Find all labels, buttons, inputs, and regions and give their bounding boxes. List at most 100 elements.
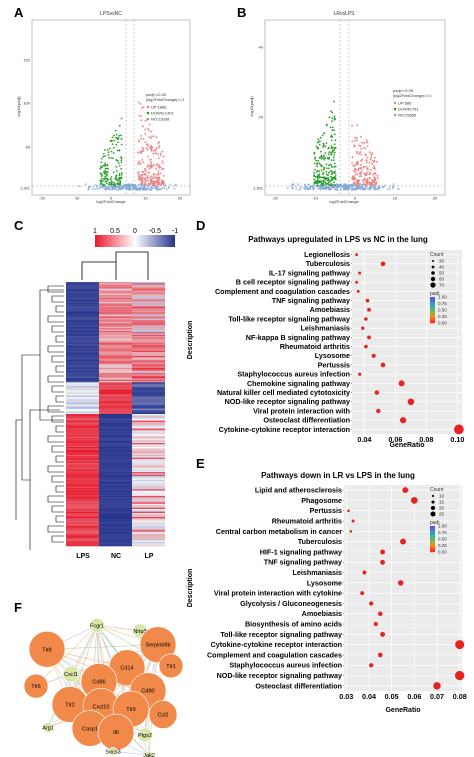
volcA-pts-point-no bbox=[137, 184, 140, 186]
heatmap-cell bbox=[132, 544, 165, 547]
network-node-label: Nlrp3 bbox=[133, 629, 146, 635]
heatmap-cell bbox=[99, 428, 132, 431]
volcB-pts-point-down bbox=[330, 159, 333, 162]
volcB-pts-point-no bbox=[307, 187, 309, 190]
volcA-pts-point-up bbox=[141, 159, 144, 161]
volcA-pts-point-no bbox=[123, 187, 126, 189]
heatmap-cell bbox=[99, 464, 132, 466]
heatmap-cell bbox=[99, 499, 132, 502]
heatmap-cell bbox=[66, 300, 99, 303]
heatmap-cell bbox=[66, 421, 99, 424]
volcB-pts-point-no bbox=[344, 186, 346, 189]
heatmap-cell bbox=[132, 305, 165, 308]
volcB-pts-point-no bbox=[297, 183, 300, 186]
heatmap-cell bbox=[132, 491, 165, 494]
heatmap-cell bbox=[132, 515, 165, 518]
heatmap-cell bbox=[132, 354, 165, 357]
dotE-category-label: Phagosome bbox=[301, 496, 342, 505]
heatmap-cell bbox=[99, 384, 132, 387]
heatmap-cell bbox=[132, 307, 165, 309]
volcB-pts-point-down bbox=[317, 138, 320, 141]
heatmap-cell bbox=[99, 396, 132, 399]
volcB-pts-point-down bbox=[331, 171, 334, 174]
volcA-pts-point-down bbox=[108, 157, 110, 159]
volcA-pts-point-up bbox=[148, 129, 150, 132]
volcA-pts-point-down bbox=[118, 164, 121, 167]
dotD-dot bbox=[364, 344, 368, 349]
heatmap-cell bbox=[66, 330, 99, 333]
volcA-pts-point-up bbox=[150, 149, 153, 152]
heatmap-cell bbox=[99, 374, 132, 377]
volcA-pts-point-up bbox=[139, 102, 142, 105]
volcA-pts-point-no bbox=[126, 184, 128, 187]
dotD-category-label: TNF signaling pathway bbox=[272, 296, 350, 305]
dotE-legend-padj-bar bbox=[430, 541, 435, 544]
dotplot-d-panel bbox=[352, 250, 462, 434]
volcA-pts-point-down bbox=[109, 178, 112, 181]
volcB-pts-point-up bbox=[351, 162, 353, 164]
heatmap-cell bbox=[99, 341, 132, 344]
heatmap-cell bbox=[66, 344, 99, 346]
volcA-pts-point-down bbox=[118, 180, 121, 182]
volcA-pts-point-up bbox=[149, 175, 152, 178]
heatmap-cell bbox=[132, 445, 165, 448]
volcA-pts-point-up bbox=[148, 136, 151, 139]
heatmap-cell bbox=[99, 532, 132, 535]
heatmap-cell bbox=[99, 433, 132, 436]
volcA-pts-point-no bbox=[150, 189, 153, 191]
dotD-category-label: Chemokine signaling pathway bbox=[247, 379, 350, 388]
heatmap-cell bbox=[99, 410, 132, 412]
heatmap-cell bbox=[132, 357, 165, 359]
volcB-pts-point-no bbox=[325, 185, 328, 188]
heatmap-cell bbox=[66, 531, 99, 534]
heatmap-cell bbox=[66, 321, 99, 324]
heatmap-cell bbox=[132, 395, 165, 398]
heatmap-cell bbox=[132, 329, 165, 332]
heatmap-cell bbox=[99, 291, 132, 293]
volcB-pts-point-down bbox=[322, 142, 325, 145]
volcA-pts-point-no bbox=[112, 185, 115, 188]
volcB-pts-point-up bbox=[367, 180, 369, 183]
volcA-pts-point-up bbox=[158, 178, 161, 180]
heatmap-cell bbox=[66, 375, 99, 378]
dotE-category-label: Cytokine-cytokine receptor interaction bbox=[211, 640, 342, 649]
heatmap-cell bbox=[66, 428, 99, 431]
volcB-pts-point-up bbox=[371, 152, 374, 154]
volcB-pts-point-up bbox=[354, 173, 357, 176]
volcB-pts-point-no bbox=[307, 183, 309, 186]
heatmap-cell bbox=[132, 383, 165, 386]
network-edge bbox=[112, 751, 150, 756]
volcA-pts-point-up bbox=[144, 167, 147, 170]
heatmap-cell bbox=[99, 377, 132, 379]
heatmap-cell bbox=[132, 493, 165, 495]
heatmap-cell bbox=[132, 296, 165, 299]
volcano-a-legend-no: NO:23938 bbox=[151, 117, 170, 122]
volcB-pts-point-down bbox=[327, 183, 329, 185]
volcB-pts-point-no bbox=[375, 188, 377, 191]
volcano-a-legend-title-2: |log2FoldChange|>=1 bbox=[146, 97, 185, 102]
volcA-pts-point-down bbox=[113, 139, 116, 142]
volcA-pts-point-down bbox=[105, 174, 108, 177]
heatmap-cell bbox=[99, 357, 132, 359]
heatmap-cell bbox=[99, 486, 132, 489]
volcB-pts-point-down bbox=[334, 162, 336, 165]
dotD-legend-padj-bar bbox=[430, 307, 435, 309]
volcB-pts-point-no bbox=[309, 188, 312, 190]
dotE-category-label: Lysosome bbox=[307, 578, 342, 587]
heatmap-cell bbox=[99, 307, 132, 309]
heatmap-cell bbox=[66, 535, 99, 538]
heatmap-cell bbox=[99, 454, 132, 457]
heatmap-cell bbox=[99, 485, 132, 487]
volcA-pts-point-down bbox=[100, 177, 103, 180]
volcA-pts-point-up bbox=[153, 149, 156, 152]
volcA-pts-point-no bbox=[78, 185, 81, 188]
volcA-pts-point-no bbox=[109, 188, 112, 191]
volcB-pts-point-up bbox=[353, 165, 356, 168]
dotD-xtick-label: 0.06 bbox=[388, 435, 402, 444]
heatmap-cell bbox=[66, 365, 99, 367]
volcB-pts-point-no bbox=[295, 187, 298, 190]
heatmap-cell bbox=[99, 322, 132, 325]
dotD-legend-count-label: 70 bbox=[439, 283, 445, 288]
dotE-category-label: Amoebiasis bbox=[302, 609, 342, 618]
heatmap-cell bbox=[99, 284, 132, 287]
